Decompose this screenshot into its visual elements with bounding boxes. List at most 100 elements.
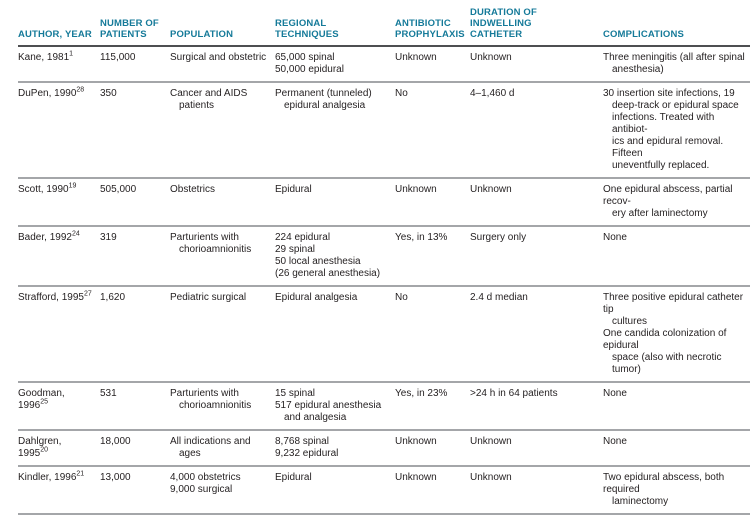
cell-complications: None (603, 232, 750, 280)
column-header-line: POPULATION (170, 29, 234, 40)
cell-population: All indications and ages (170, 436, 275, 460)
cell-line: laminectomy (612, 496, 669, 507)
cell-line: 30 insertion site infections, 19 (603, 88, 735, 99)
cell-line: chorioamnionitis (179, 400, 252, 411)
cell-population: Cancer and AIDS patients (170, 88, 275, 172)
column-header-line: PATIENTS (100, 29, 147, 40)
cell-techniques: Permanent (tunneled) epidural analgesia (275, 88, 395, 172)
cell-population: Obstetrics (170, 184, 275, 220)
table-row: Goodman, 199625 531 Parturients with chorio… (18, 383, 750, 431)
cell-duration: 2.4 d median (470, 292, 603, 376)
cell-techniques: Epidural (275, 472, 395, 508)
cell-line: Parturients with (170, 388, 239, 399)
cell-patients: 319 (100, 232, 170, 280)
cell-line: Pediatric surgical (170, 292, 247, 303)
cell-line: space (also with necrotic tumor) (612, 352, 722, 375)
cell-line: 4–1,460 d (470, 88, 515, 99)
cell-line: One candida colonization of epidural (603, 328, 727, 351)
table-row: Kindler, 199621 13,000 4,000 obstetrics 9,0… (18, 467, 750, 515)
cell-complications: Three meningitis (all after spinal anesth… (603, 52, 750, 76)
cell-line: 531 (100, 388, 117, 399)
cell-population: Parturients with chorioamnionitis (170, 388, 275, 424)
cell-complications: One epidural abscess, partial recov-ery … (603, 184, 750, 220)
cell-line: Unknown (395, 436, 437, 447)
cell-line: 50,000 epidural (275, 64, 344, 75)
cell-complications: None (603, 388, 750, 424)
author-year-text: Scott, 199019 (18, 182, 77, 195)
cell-patients: 18,000 (100, 436, 170, 460)
column-header-line: AUTHOR, YEAR (18, 29, 92, 40)
cell-line: Yes, in 23% (395, 388, 448, 399)
cell-line: 18,000 (100, 436, 131, 447)
cell-line: Unknown (470, 436, 512, 447)
table-header-row: AUTHOR, YEAR NUMBER OF PATIENTS POPULATION R… (18, 0, 750, 47)
cell-line: patients (179, 100, 215, 111)
cell-population: Pediatric surgical (170, 292, 275, 376)
column-header-line: TECHNIQUES (275, 29, 339, 40)
author-year-text: Goodman, 199625 (18, 388, 65, 411)
cell-line: 9,232 epidural (275, 448, 339, 459)
cell-author: Strafford, 199527 (18, 290, 100, 376)
cell-antibiotic: Yes, in 23% (395, 388, 470, 424)
cell-antibiotic: Yes, in 13% (395, 232, 470, 280)
cell-patients: 1,620 (100, 292, 170, 376)
cell-population: Parturients with chorioamnionitis (170, 232, 275, 280)
cell-line: 4,000 obstetrics (170, 472, 241, 483)
cell-line: Surgical and obstetric (170, 52, 267, 63)
cell-line: 517 epidural anesthesia (275, 400, 382, 411)
cell-line: Cancer and AIDS (170, 88, 248, 99)
cell-line: Three positive epidural catheter tip (603, 292, 744, 315)
reference-superscript: 27 (83, 290, 92, 298)
reference-superscript: 24 (71, 230, 80, 238)
table-row: Bader, 199224 319 Parturients with chorioam… (18, 227, 750, 287)
cell-techniques: Epidural analgesia (275, 292, 395, 376)
cell-line: 15 spinal (275, 388, 316, 399)
cell-line: >24 h in 64 patients (470, 388, 558, 399)
cell-line: ages (179, 448, 201, 459)
cell-duration: >24 h in 64 patients (470, 388, 603, 424)
cell-author: Kane, 19811 (18, 51, 100, 76)
cell-line: Unknown (395, 472, 437, 483)
cell-duration: Unknown (470, 472, 603, 508)
cell-techniques: 15 spinal 517 epidural anesthesia and anal… (275, 388, 395, 424)
reference-superscript: 20 (40, 446, 49, 454)
cell-line: No (395, 88, 408, 99)
cell-line: chorioamnionitis (179, 244, 252, 255)
cell-line: 13,000 (100, 472, 131, 483)
table-row: Scott, 199019 505,000 Obstetrics Epidural Un… (18, 179, 750, 227)
column-header-line: NUMBER OF (100, 18, 159, 29)
cell-line: deep-track or epidural space (612, 100, 739, 111)
table-row: Dahlgren, 199520 18,000 All indications an… (18, 431, 750, 467)
cell-line: epidural analgesia (284, 100, 366, 111)
cell-patients: 531 (100, 388, 170, 424)
column-header-techniques: REGIONAL TECHNIQUES (275, 18, 395, 40)
cell-antibiotic: No (395, 88, 470, 172)
column-header-line: CATHETER (470, 29, 523, 40)
cell-line: Surgery only (470, 232, 527, 243)
author-year-text: Bader, 199224 (18, 230, 80, 243)
cell-line: Two epidural abscess, both required (603, 472, 725, 495)
column-header-duration: DURATION OF INDWELLING CATHETER (470, 7, 603, 40)
cell-line: 65,000 spinal (275, 52, 335, 63)
cell-line: Epidural (275, 472, 312, 483)
reference-superscript: 19 (68, 182, 77, 190)
cell-line: anesthesia) (612, 64, 664, 75)
cell-line: ics and epidural removal. Fifteen (612, 136, 724, 159)
cell-complications: Three positive epidural catheter tip cult… (603, 292, 750, 376)
cell-population: 4,000 obstetrics 9,000 surgical (170, 472, 275, 508)
column-header-author: AUTHOR, YEAR (18, 29, 100, 40)
cell-complications: None (603, 436, 750, 460)
table-row: DuPen, 199028 350 Cancer and AIDS patients P… (18, 83, 750, 179)
reference-superscript: 21 (76, 470, 85, 478)
reference-superscript: 25 (40, 398, 49, 406)
cell-line: 2.4 d median (470, 292, 528, 303)
cell-line: None (603, 232, 627, 243)
column-header-line: REGIONAL (275, 18, 327, 29)
cell-line: Permanent (tunneled) (275, 88, 372, 99)
cell-population: Surgical and obstetric (170, 52, 275, 76)
cell-author: Kindler, 199621 (18, 470, 100, 508)
cell-duration: 4–1,460 d (470, 88, 603, 172)
cell-antibiotic: Unknown (395, 52, 470, 76)
column-header-line: COMPLICATIONS (603, 29, 684, 40)
